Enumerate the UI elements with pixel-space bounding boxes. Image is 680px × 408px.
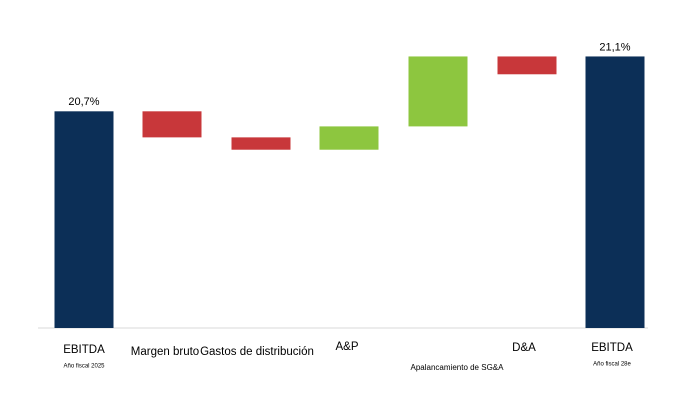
category-label: D&A (512, 342, 536, 354)
category-label: Margen bruto (131, 346, 199, 358)
category-label: Gastos de distribución (200, 346, 314, 358)
bar (142, 111, 202, 138)
bar (54, 111, 114, 328)
category-note: Año fiscal 28e (593, 362, 631, 368)
category-label: EBITDA (63, 344, 105, 356)
category-note: Año fiscal 2025 (63, 364, 105, 370)
category-label: A&P (335, 341, 358, 353)
category-label: Apalancamiento de SG&A (411, 363, 505, 372)
category-label: EBITDA (591, 342, 633, 354)
value-label: 20,7% (68, 96, 99, 108)
bar (497, 56, 557, 75)
value-label: 21,1% (599, 41, 630, 53)
bar (408, 56, 468, 127)
bar (319, 126, 379, 150)
bar (585, 56, 645, 328)
bar (231, 137, 291, 150)
